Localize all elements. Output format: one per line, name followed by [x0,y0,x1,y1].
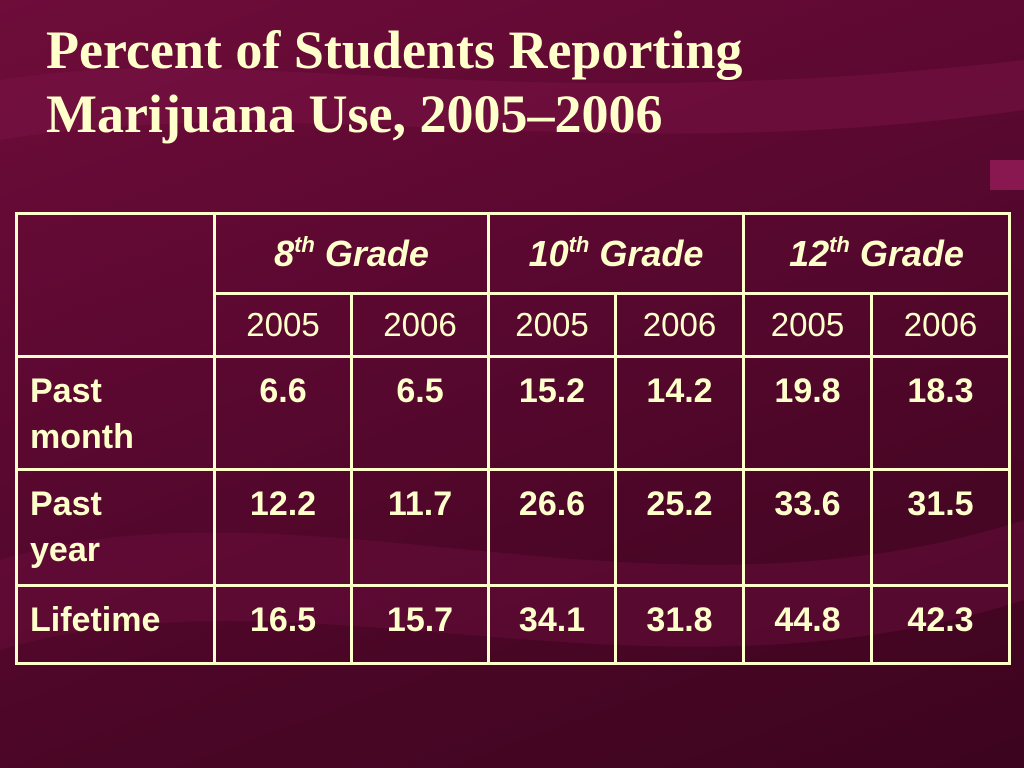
value-cell: 42.3 [870,584,1011,665]
grade-number: 12 [789,232,830,274]
grade-header: 8th Grade [213,212,490,295]
year-header: 2005 [742,292,873,358]
value-cell: 16.5 [213,584,353,665]
title-line: Marijuana Use, 2005–2006 [46,84,663,144]
year-header: 2005 [487,292,617,358]
grade-word: Grade [859,232,964,274]
data-row: Past year 12.2 11.7 26.6 25.2 33.6 31.5 [15,468,1011,587]
value-cell: 18.3 [870,355,1011,471]
year-header: 2006 [614,292,745,358]
data-row: Lifetime 16.5 15.7 34.1 31.8 44.8 42.3 [15,584,1011,665]
grade-number: 10 [528,232,569,274]
value-cell: 11.7 [350,468,490,587]
header-row: 8th Grade 10th Grade 12th Grade [15,212,1011,358]
year-row: 2005 2006 2005 2006 2005 2006 [17,292,1011,358]
grade-suffix: th [294,231,315,257]
row-label-line: month [30,418,134,456]
title: Percent of Students Reporting Marijuana … [46,18,742,146]
value-cell: 25.2 [614,468,745,587]
row-label: Past year [15,468,216,587]
row-label-line: Past [30,485,102,523]
value-cell: 19.8 [742,355,873,471]
title-line: Percent of Students Reporting [46,20,743,80]
value-cell: 31.5 [870,468,1011,587]
row-label: Lifetime [15,584,216,665]
grade-suffix: th [829,231,850,257]
value-cell: 15.2 [487,355,617,471]
value-cell: 6.6 [213,355,353,471]
year-header: 2006 [350,292,490,358]
grade-word: Grade [324,232,429,274]
value-cell: 31.8 [614,584,745,665]
grade-header: 10th Grade [487,212,745,295]
grade-word: Grade [599,232,704,274]
value-cell: 34.1 [487,584,617,665]
row-label: Past month [15,355,216,471]
row-label-line: Past [30,372,102,410]
row-label-line: Lifetime [30,601,161,639]
value-cell: 14.2 [614,355,745,471]
data-table: 8th Grade 10th Grade 12th Grade 2005 2006 200… [15,212,1011,665]
data-row: Past month 6.6 6.5 15.2 14.2 19.8 18.3 [15,355,1011,471]
value-cell: 44.8 [742,584,873,665]
year-header: 2005 [213,292,353,358]
row-label-line: year [30,531,100,569]
value-cell: 12.2 [213,468,353,587]
value-cell: 15.7 [350,584,490,665]
corner-cell [15,212,216,358]
value-cell: 26.6 [487,468,617,587]
value-cell: 33.6 [742,468,873,587]
grade-number: 8 [274,232,295,274]
value-cell: 6.5 [350,355,490,471]
year-header: 2006 [870,292,1011,358]
grade-header: 12th Grade [742,212,1011,295]
grade-suffix: th [568,231,590,257]
